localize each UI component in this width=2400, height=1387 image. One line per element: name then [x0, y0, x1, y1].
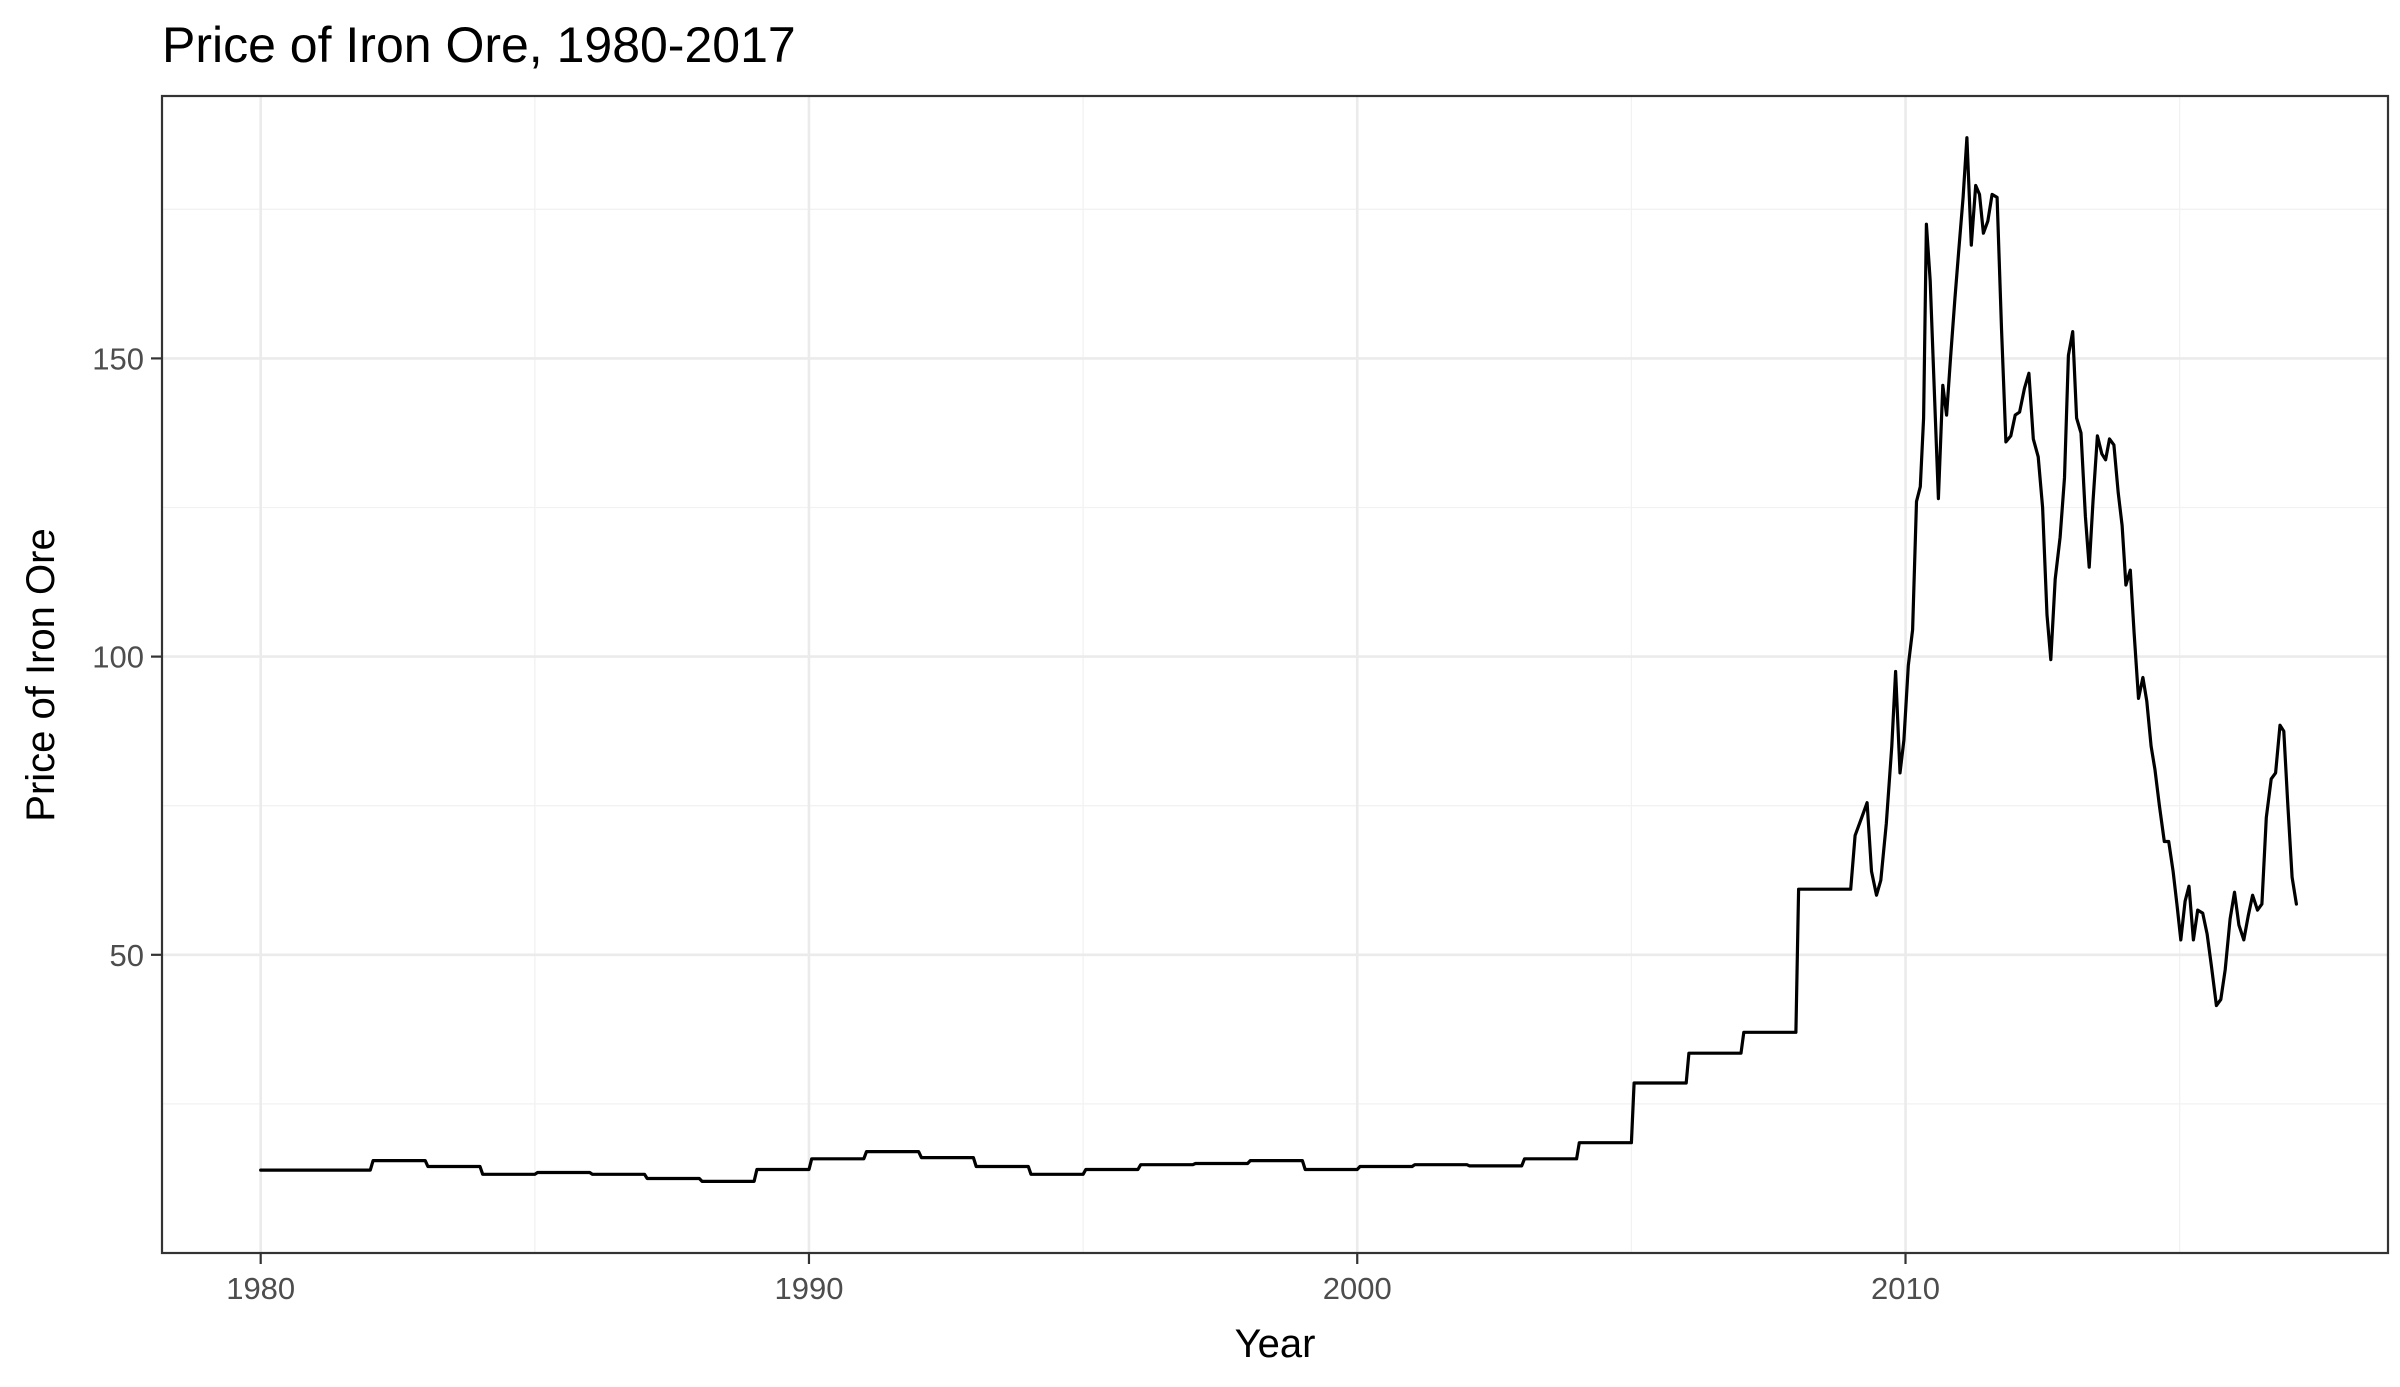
y-tick-label: 50: [110, 938, 144, 973]
x-axis-title: Year: [1235, 1322, 1316, 1366]
grid: [162, 96, 2388, 1253]
y-axis-title: Price of Iron Ore: [19, 528, 63, 821]
x-tick-label: 2010: [1871, 1271, 1940, 1306]
y-tick-label: 150: [92, 341, 144, 376]
x-tick-label: 2000: [1323, 1271, 1392, 1306]
chart-title: Price of Iron Ore, 1980-2017: [162, 17, 796, 73]
y-tick-label: 100: [92, 640, 144, 675]
x-tick-label: 1990: [774, 1271, 843, 1306]
x-tick-label: 1980: [226, 1271, 295, 1306]
iron-ore-price-line: [259, 136, 2298, 1183]
x-axis: 1980 1990 2000 2010: [226, 1253, 1940, 1306]
y-axis: 50 100 150: [92, 341, 162, 973]
plot-panel-border: [160, 94, 2390, 1255]
